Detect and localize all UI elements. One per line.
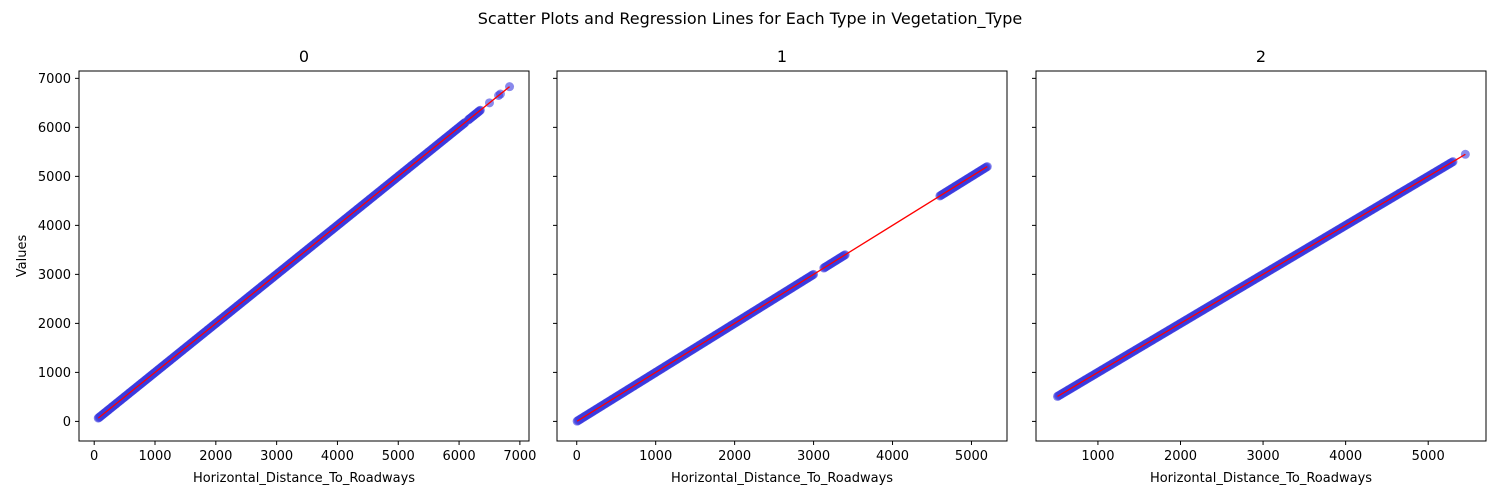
x-tick-label: 3000 — [1247, 449, 1280, 464]
panels: 0 1000 2000 3000 4000 5000 6000 7000 0 1000 2000 30… — [15, 47, 1487, 486]
regression-line-0 — [97, 86, 510, 419]
plot-frame-0 — [78, 70, 530, 442]
x-tick-label: 5000 — [382, 449, 415, 464]
plot-frame-2 — [1035, 70, 1487, 442]
panel-1: 0 1000 2000 3000 4000 5000 1 Horizontal_Distanc… — [553, 47, 1008, 486]
x-tick-label: 3000 — [260, 449, 293, 464]
x-tick-label: 1000 — [1081, 449, 1114, 464]
panel-title-0: 0 — [299, 47, 309, 66]
x-tick-label: 4000 — [876, 449, 909, 464]
panel-2: 1000 2000 3000 4000 5000 2 Horizontal_Distance… — [1032, 47, 1487, 486]
x-tick-label: 2000 — [199, 449, 232, 464]
y-tick-label: 1000 — [38, 366, 71, 381]
y-tick-label: 6000 — [38, 121, 71, 136]
regression-line-1 — [576, 166, 988, 422]
x-tick-label: 6000 — [443, 449, 476, 464]
x-axis-label-2: Horizontal_Distance_To_Roadways — [1150, 471, 1372, 486]
y-tick-label: 7000 — [38, 72, 71, 87]
x-tick-label: 3000 — [797, 449, 830, 464]
y-tick-label: 2000 — [38, 317, 71, 332]
y-tick-label: 4000 — [38, 219, 71, 234]
panel-title-1: 1 — [777, 47, 787, 66]
x-tick-label: 0 — [90, 449, 98, 464]
x-tick-label: 1000 — [138, 449, 171, 464]
plot-frame-1 — [556, 70, 1008, 442]
x-tick-label: 5000 — [955, 449, 988, 464]
y-tick-label: 0 — [63, 415, 71, 430]
y-tick-label: 5000 — [38, 170, 71, 185]
x-tick-label: 5000 — [1412, 449, 1445, 464]
regression-line-2 — [1057, 153, 1466, 397]
x-tick-label: 2000 — [718, 449, 751, 464]
y-axis-label-0: Values — [15, 235, 30, 278]
x-tick-label: 7000 — [503, 449, 536, 464]
x-tick-label: 4000 — [1329, 449, 1362, 464]
x-tick-label: 1000 — [639, 449, 672, 464]
y-tick-label: 3000 — [38, 268, 71, 283]
figure-suptitle: Scatter Plots and Regression Lines for E… — [478, 9, 1023, 29]
x-axis-label-1: Horizontal_Distance_To_Roadways — [671, 471, 893, 486]
panel-0: 0 1000 2000 3000 4000 5000 6000 7000 0 1000 2000 30… — [15, 47, 536, 486]
panel-title-2: 2 — [1256, 47, 1266, 66]
x-tick-label: 4000 — [321, 449, 354, 464]
x-axis-label-0: Horizontal_Distance_To_Roadways — [193, 471, 415, 486]
x-tick-label: 2000 — [1164, 449, 1197, 464]
x-tick-label: 0 — [573, 449, 581, 464]
